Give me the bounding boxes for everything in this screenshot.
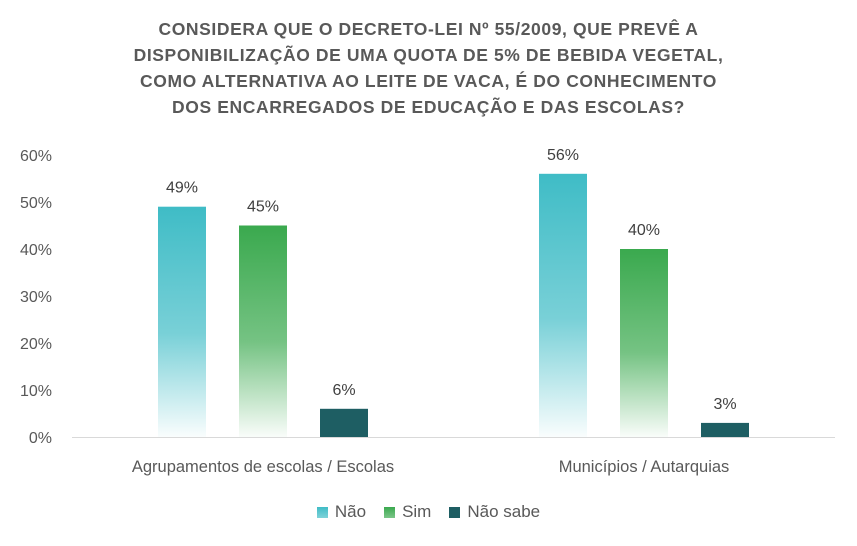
legend-item: Não bbox=[316, 502, 367, 522]
y-tick-label: 50% bbox=[20, 195, 52, 212]
bar-n-o-1 bbox=[158, 206, 206, 437]
legend: Não Sim Não sabe bbox=[0, 502, 857, 522]
chart-title-line-1: CONSIDERA QUE O DECRETO-LEI Nº 55/2009, … bbox=[158, 19, 699, 39]
y-tick-label: 30% bbox=[20, 289, 52, 306]
legend-label: Sim bbox=[402, 502, 432, 521]
data-label: 3% bbox=[713, 396, 736, 413]
data-label: 56% bbox=[547, 147, 579, 164]
legend-label: Não bbox=[334, 502, 367, 521]
chart-title-line-3: COMO ALTERNATIVA AO LEITE DE VACA, É DO … bbox=[140, 71, 717, 91]
y-tick-label: 0% bbox=[29, 430, 52, 447]
bar-sim-2 bbox=[620, 249, 668, 437]
data-labels: 49% 45% 6% 56% 40% 3% bbox=[166, 147, 737, 413]
bars bbox=[158, 173, 749, 438]
bar-n-o-sabe-1 bbox=[320, 408, 368, 437]
legend-item: Não sabe bbox=[449, 502, 540, 522]
x-category-label: Municípios / Autarquias bbox=[559, 458, 730, 476]
x-axis-category-labels: Agrupamentos de escolas / Escolas Municíp… bbox=[132, 458, 729, 476]
y-tick-label: 10% bbox=[20, 383, 52, 400]
bar-n-o-2 bbox=[539, 173, 587, 438]
data-label: 40% bbox=[628, 222, 660, 239]
legend-swatch bbox=[449, 506, 461, 518]
chart-title: CONSIDERA QUE O DECRETO-LEI Nº 55/2009, … bbox=[60, 16, 797, 120]
chart-title-line-4: DOS ENCARREGADOS DE EDUCAÇÃO E DAS ESCOL… bbox=[172, 97, 685, 117]
chart-title-line-2: DISPONIBILIZAÇÃO DE UMA QUOTA DE 5% DE B… bbox=[133, 45, 724, 65]
x-category-label: Agrupamentos de escolas / Escolas bbox=[132, 458, 394, 476]
legend-swatch bbox=[384, 506, 396, 518]
bar-n-o-sabe-2 bbox=[701, 422, 749, 437]
y-axis-tick-labels: 0% 10% 20% 30% 40% 50% 60% bbox=[20, 148, 52, 447]
legend-swatch bbox=[316, 506, 328, 518]
bar-sim-1 bbox=[239, 225, 287, 437]
y-tick-label: 60% bbox=[20, 148, 52, 165]
legend-item: Sim bbox=[384, 502, 431, 522]
data-label: 49% bbox=[166, 180, 198, 197]
y-tick-label: 20% bbox=[20, 336, 52, 353]
data-label: 45% bbox=[247, 199, 279, 216]
legend-label: Não sabe bbox=[467, 502, 541, 521]
data-label: 6% bbox=[332, 382, 355, 399]
y-tick-label: 40% bbox=[20, 242, 52, 259]
